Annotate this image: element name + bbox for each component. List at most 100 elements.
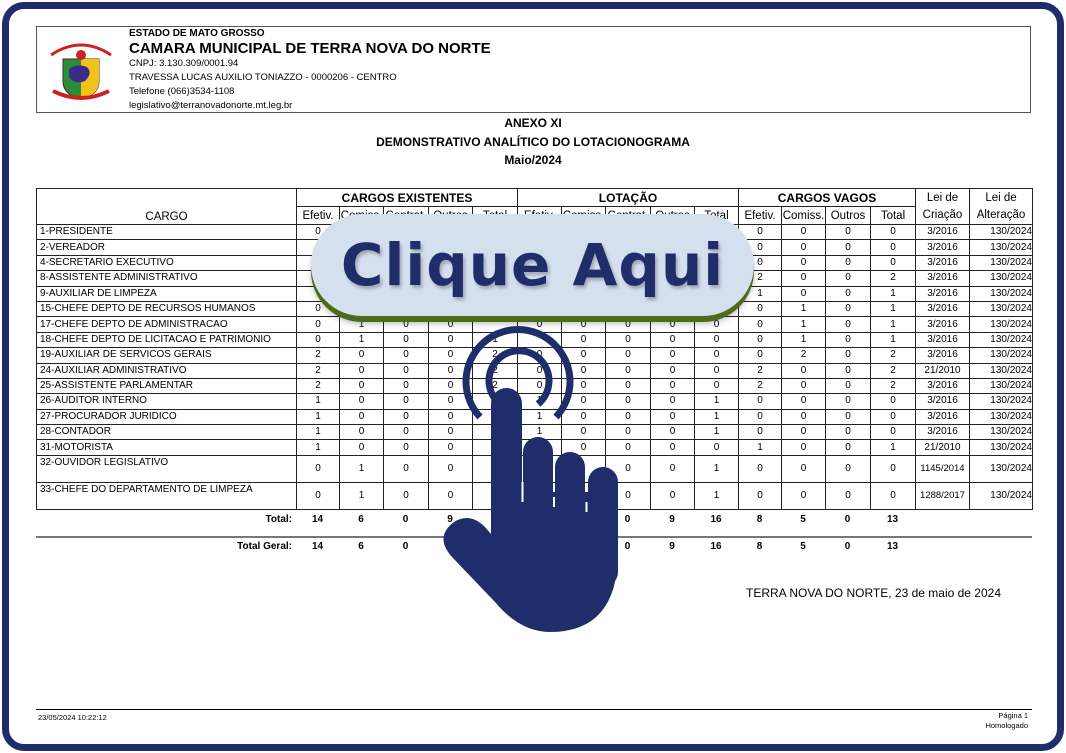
- value-cell: 2: [738, 377, 782, 395]
- value-cell: 0: [694, 439, 739, 456]
- lei-criacao-cell: 3/2016: [915, 377, 970, 395]
- lei-alteracao-cell: 130/2024: [969, 239, 1033, 256]
- value-cell: 0: [383, 393, 429, 410]
- clique-aqui-button[interactable]: Clique Aqui: [311, 214, 754, 316]
- value-cell: 0: [781, 270, 826, 287]
- table-row: 19-AUXILIAR DE SERVICOS GERAIS 2 0 0 0 2 0 0 0 0 0…: [36, 347, 1033, 364]
- table-row: 31-MOTORISTA 1 0 0 0 0 0 0 0 1 0 0 1 21/2010 130/2024: [36, 439, 1033, 456]
- value-cell: 0: [825, 424, 871, 441]
- lei-criacao-cell: 3/2016: [915, 239, 970, 256]
- value-cell: 0: [870, 454, 916, 483]
- value-cell: 0: [383, 439, 429, 456]
- subheader-existentes-0: Efetiv.: [296, 206, 340, 225]
- cargo-cell: 31-MOTORISTA: [36, 439, 297, 456]
- value-cell: 0: [339, 424, 384, 441]
- value-cell: 0: [825, 331, 871, 349]
- value-cell: 0: [650, 408, 695, 426]
- lei-alteracao-cell: 130/2024: [969, 316, 1033, 333]
- lei-alteracao-cell: 130/2024: [969, 439, 1033, 456]
- table-row: 17-CHEFE DEPTO DE ADMINISTRACAO 0 1 0 0 0 0 0 0 0…: [36, 316, 1033, 333]
- value-cell: 0: [650, 439, 695, 456]
- lei-alteracao-cell: 130/2024: [969, 424, 1033, 441]
- organization-name: CAMARA MUNICIPAL DE TERRA NOVA DO NORTE: [129, 40, 491, 57]
- value-cell: 1: [738, 439, 782, 456]
- value-cell: 0: [825, 254, 871, 272]
- total-value: 5: [800, 514, 806, 525]
- value-cell: 0: [694, 377, 739, 395]
- value-cell: 0: [738, 424, 782, 441]
- total-label: Total:: [265, 514, 292, 525]
- value-cell: 1: [870, 331, 916, 349]
- value-cell: 1: [296, 393, 340, 410]
- value-cell: 0: [825, 454, 871, 483]
- value-cell: 0: [605, 393, 651, 410]
- report-title: DEMONSTRATIVO ANALÍTICO DO LOTACIONOGRAM…: [376, 135, 690, 149]
- lei-criacao-cell: 3/2016: [915, 316, 970, 333]
- value-cell: 0: [870, 481, 916, 510]
- footer-timestamp: 23/05/2024 10:22:12: [38, 713, 107, 722]
- value-cell: 0: [870, 239, 916, 256]
- value-cell: 0: [296, 316, 340, 333]
- total-value: 13: [886, 514, 899, 525]
- total-geral-value: 16: [710, 541, 722, 552]
- value-cell: 0: [738, 300, 782, 318]
- lei-alteracao-cell: 130/2024: [969, 331, 1033, 349]
- email: legislativo@terranovadonorte.mt.leg.br: [129, 100, 293, 111]
- value-cell: 2: [870, 377, 916, 395]
- group-cargos-vagos: CARGOS VAGOS: [738, 188, 916, 207]
- group-lotacao: LOTAÇÃO: [517, 188, 739, 207]
- total-geral-label: Total Geral:: [237, 541, 292, 552]
- lei-criacao-cell: 1288/2017: [915, 481, 970, 510]
- value-cell: 0: [383, 481, 429, 510]
- table-row: 33-CHEFE DO DEPARTAMENTO DE LIMPEZA 0 1 0 0 0…: [36, 481, 1033, 510]
- lei-criacao-cell: 21/2010: [915, 362, 970, 379]
- table-row: 25-ASSISTENTE PARLAMENTAR 2 0 0 0 2 0 0 0 0 0 2 0 0 2 3…: [36, 377, 1033, 395]
- lei-alteracao-cell: 130/2024: [969, 454, 1033, 483]
- value-cell: 2: [738, 362, 782, 379]
- phone: Telefone (066)3534-1108: [129, 86, 235, 97]
- lei-criacao-cell: 3/2016: [915, 300, 970, 318]
- state-name: ESTADO DE MATO GROSSO: [129, 28, 265, 39]
- table-row: 24-AUXILIAR ADMINISTRATIVO 2 0 0 0 2 0 0 0 0 0 2 0 0 2…: [36, 362, 1033, 379]
- value-cell: 0: [781, 454, 826, 483]
- value-cell: 0: [781, 362, 826, 379]
- lei-alteracao-cell: 130/2024: [969, 377, 1033, 395]
- value-cell: 0: [383, 424, 429, 441]
- value-cell: 0: [339, 439, 384, 456]
- value-cell: 0: [825, 239, 871, 256]
- value-cell: 0: [825, 362, 871, 379]
- cargo-cell: 1-PRESIDENTE: [36, 223, 297, 241]
- total-geral-value: 14: [311, 541, 324, 552]
- subheader-vagos-0: Efetiv.: [738, 206, 782, 225]
- value-cell: 1: [870, 300, 916, 318]
- value-cell: 0: [781, 254, 826, 272]
- cargo-cell: 28-CONTADOR: [36, 424, 297, 441]
- value-cell: 0: [650, 316, 695, 333]
- cargo-cell: 15-CHEFE DEPTO DE RECURSOS HUMANOS: [36, 300, 297, 318]
- value-cell: 0: [339, 347, 384, 364]
- value-cell: 2: [870, 347, 916, 364]
- lei-criacao-cell: 3/2016: [915, 223, 970, 241]
- value-cell: 0: [383, 362, 429, 379]
- footer-page: Página 1: [998, 711, 1028, 720]
- value-cell: 0: [738, 393, 782, 410]
- value-cell: 0: [650, 454, 695, 483]
- value-cell: 0: [383, 377, 429, 395]
- lei-alteracao-cell: 130/2024: [969, 481, 1033, 510]
- value-cell: 0: [605, 408, 651, 426]
- value-cell: 0: [428, 408, 473, 426]
- value-cell: 0: [650, 481, 695, 510]
- hand-pointer-icon[interactable]: [440, 322, 640, 634]
- value-cell: 0: [694, 316, 739, 333]
- cargo-cell: 4-SECRETARIO EXECUTIVO: [36, 254, 297, 272]
- value-cell: 0: [738, 347, 782, 364]
- value-cell: 0: [738, 454, 782, 483]
- value-cell: 0: [825, 347, 871, 364]
- value-cell: 1: [870, 439, 916, 456]
- table-row: 26-AUDITOR INTERNO 1 0 0 0 1 0 0 0 1 0 0 0 0 3/2016 130…: [36, 393, 1033, 410]
- cargo-cell: 25-ASSISTENTE PARLAMENTAR: [36, 377, 297, 395]
- value-cell: 0: [781, 285, 826, 302]
- value-cell: 0: [428, 424, 473, 441]
- total-value: 6: [358, 514, 364, 525]
- value-cell: 0: [383, 454, 429, 483]
